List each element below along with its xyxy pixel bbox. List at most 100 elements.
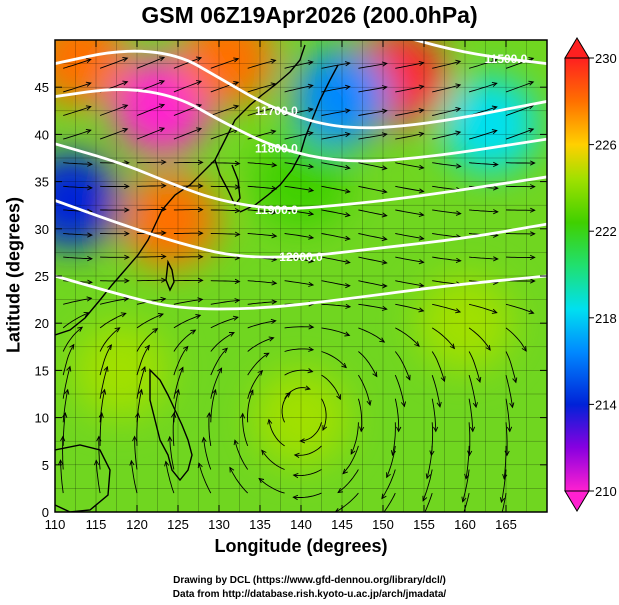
streamline	[210, 129, 239, 140]
streamline	[63, 297, 92, 305]
streamline-arrowhead	[101, 388, 107, 395]
field-blob-1	[55, 152, 120, 249]
streamline-arrowhead	[493, 185, 499, 191]
streamline	[136, 313, 164, 329]
streamline-arrowhead	[93, 459, 100, 466]
streamline	[465, 445, 470, 479]
streamline	[210, 58, 239, 69]
streamline	[432, 84, 461, 93]
streamline	[505, 351, 517, 383]
streamline	[395, 62, 424, 69]
streamline	[321, 185, 350, 193]
colorbar-bottom-arrow	[564, 490, 590, 512]
streamline-arrowhead	[381, 85, 388, 91]
streamline	[505, 128, 534, 140]
streamline-arrowhead	[530, 184, 536, 190]
streamline-arrowhead	[455, 106, 462, 113]
streamline	[431, 374, 441, 407]
streamline	[321, 62, 350, 69]
streamline	[63, 185, 92, 189]
streamline	[247, 59, 276, 69]
streamline-arrowhead	[138, 388, 144, 395]
streamline	[300, 422, 322, 442]
streamline	[505, 57, 534, 69]
streamline	[395, 185, 424, 192]
contour-label-1: 11800.0	[255, 142, 298, 156]
streamline-arrowhead	[344, 61, 351, 67]
streamline-arrowhead	[344, 131, 351, 138]
streamline-arrowhead	[197, 277, 204, 284]
streamline-arrowhead	[506, 426, 513, 433]
streamline-arrowhead	[530, 231, 536, 237]
streamline-arrowhead	[211, 388, 217, 395]
streamline-arrowhead	[308, 211, 315, 217]
streamline-arrowhead	[521, 346, 527, 352]
streamline-arrowhead	[197, 183, 204, 189]
streamline	[468, 130, 497, 140]
streamline	[321, 233, 350, 240]
streamline-arrowhead	[528, 80, 535, 86]
streamline-arrowhead	[400, 401, 407, 408]
streamline-arrowhead	[344, 84, 351, 90]
streamline	[505, 105, 534, 116]
y-tick-label-45: 45	[35, 80, 49, 95]
y-tick-label-15: 15	[35, 363, 49, 378]
streamline-arrowhead	[240, 412, 246, 419]
streamline	[432, 209, 461, 215]
streamline-arrowhead	[159, 103, 166, 109]
colorbar-label-210: 210	[595, 484, 617, 499]
streamline	[284, 326, 314, 329]
streamline	[242, 413, 249, 447]
streamline-arrowhead	[86, 296, 93, 302]
streamline-arrowhead	[308, 187, 315, 193]
streamline-arrowhead	[271, 162, 278, 168]
field-blob-6	[441, 76, 538, 173]
streamline	[137, 185, 166, 187]
streamline-arrowhead	[228, 332, 235, 337]
streamline-arrowhead	[308, 281, 315, 287]
streamline	[63, 162, 92, 165]
streamline	[500, 469, 507, 503]
streamline	[505, 81, 534, 93]
streamline	[62, 326, 83, 352]
streamline	[173, 389, 179, 423]
streamline-arrowhead	[174, 388, 180, 395]
streamline-arrowhead	[381, 165, 388, 171]
streamline	[358, 233, 387, 240]
streamline	[394, 398, 400, 432]
streamline	[247, 185, 277, 190]
streamline-arrowhead	[270, 318, 277, 324]
streamline-arrowhead	[455, 163, 462, 169]
streamline	[293, 492, 322, 498]
y-tick-label-5: 5	[42, 458, 49, 473]
streamline-arrowhead	[359, 426, 365, 433]
streamline	[247, 301, 277, 305]
streamline	[392, 422, 396, 456]
streamline-arrowhead	[491, 81, 498, 87]
streamline	[284, 132, 313, 140]
streamline-arrowhead	[491, 105, 498, 111]
streamline-arrowhead	[467, 450, 473, 457]
streamline-arrowhead	[124, 254, 130, 260]
streamline	[431, 398, 437, 432]
streamline	[60, 460, 64, 494]
streamline-arrowhead	[307, 368, 314, 374]
streamline	[63, 129, 91, 140]
streamline	[395, 209, 424, 216]
streamline	[173, 80, 202, 93]
streamline-arrowhead	[271, 299, 278, 305]
streamline	[281, 392, 291, 423]
streamline-arrowhead	[307, 60, 314, 66]
streamline	[469, 256, 498, 260]
streamline-arrowhead	[98, 411, 104, 418]
streamline-arrowhead	[528, 309, 535, 315]
streamline	[321, 398, 327, 431]
streamline-arrowhead	[129, 459, 135, 466]
contour-line-5	[410, 40, 547, 65]
streamline	[98, 436, 101, 470]
streamline	[173, 367, 184, 399]
streamline	[247, 233, 277, 237]
streamline-arrowhead	[476, 376, 482, 383]
streamline-arrowhead	[382, 283, 388, 289]
